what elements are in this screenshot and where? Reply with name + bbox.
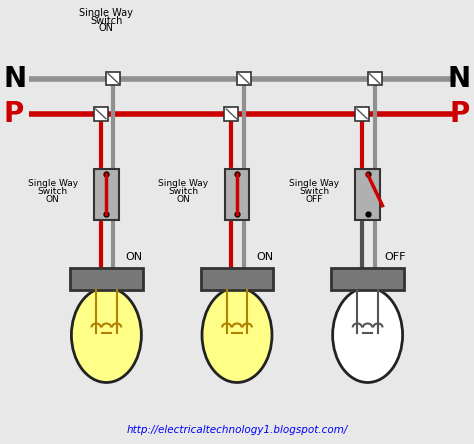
- Text: ON: ON: [46, 195, 60, 204]
- Text: Single Way: Single Way: [289, 179, 339, 188]
- Text: OFF: OFF: [305, 195, 323, 204]
- FancyBboxPatch shape: [237, 72, 251, 85]
- Text: ON: ON: [99, 23, 114, 33]
- FancyBboxPatch shape: [201, 268, 273, 289]
- FancyBboxPatch shape: [356, 169, 380, 220]
- Text: P: P: [450, 100, 470, 128]
- Text: ON: ON: [176, 195, 190, 204]
- FancyBboxPatch shape: [224, 107, 238, 120]
- Text: Switch: Switch: [90, 16, 123, 25]
- FancyBboxPatch shape: [94, 169, 118, 220]
- Ellipse shape: [333, 288, 402, 382]
- Text: Switch: Switch: [38, 187, 68, 196]
- Ellipse shape: [72, 288, 141, 382]
- Text: Switch: Switch: [299, 187, 329, 196]
- Text: Single Way: Single Way: [80, 8, 133, 18]
- FancyBboxPatch shape: [70, 268, 143, 289]
- Text: http://electricaltechnology1.blogspot.com/: http://electricaltechnology1.blogspot.co…: [126, 424, 348, 435]
- Text: Switch: Switch: [168, 187, 199, 196]
- Ellipse shape: [202, 288, 272, 382]
- FancyBboxPatch shape: [331, 268, 404, 289]
- Text: P: P: [4, 100, 24, 128]
- FancyBboxPatch shape: [355, 107, 369, 120]
- FancyBboxPatch shape: [225, 169, 249, 220]
- FancyBboxPatch shape: [368, 72, 382, 85]
- FancyBboxPatch shape: [94, 107, 108, 120]
- Text: ON: ON: [256, 252, 273, 262]
- Text: Single Way: Single Way: [158, 179, 209, 188]
- Text: N: N: [447, 65, 470, 93]
- FancyBboxPatch shape: [106, 72, 120, 85]
- Text: OFF: OFF: [385, 252, 406, 262]
- Text: N: N: [4, 65, 27, 93]
- Text: ON: ON: [126, 252, 143, 262]
- Text: Single Way: Single Way: [27, 179, 78, 188]
